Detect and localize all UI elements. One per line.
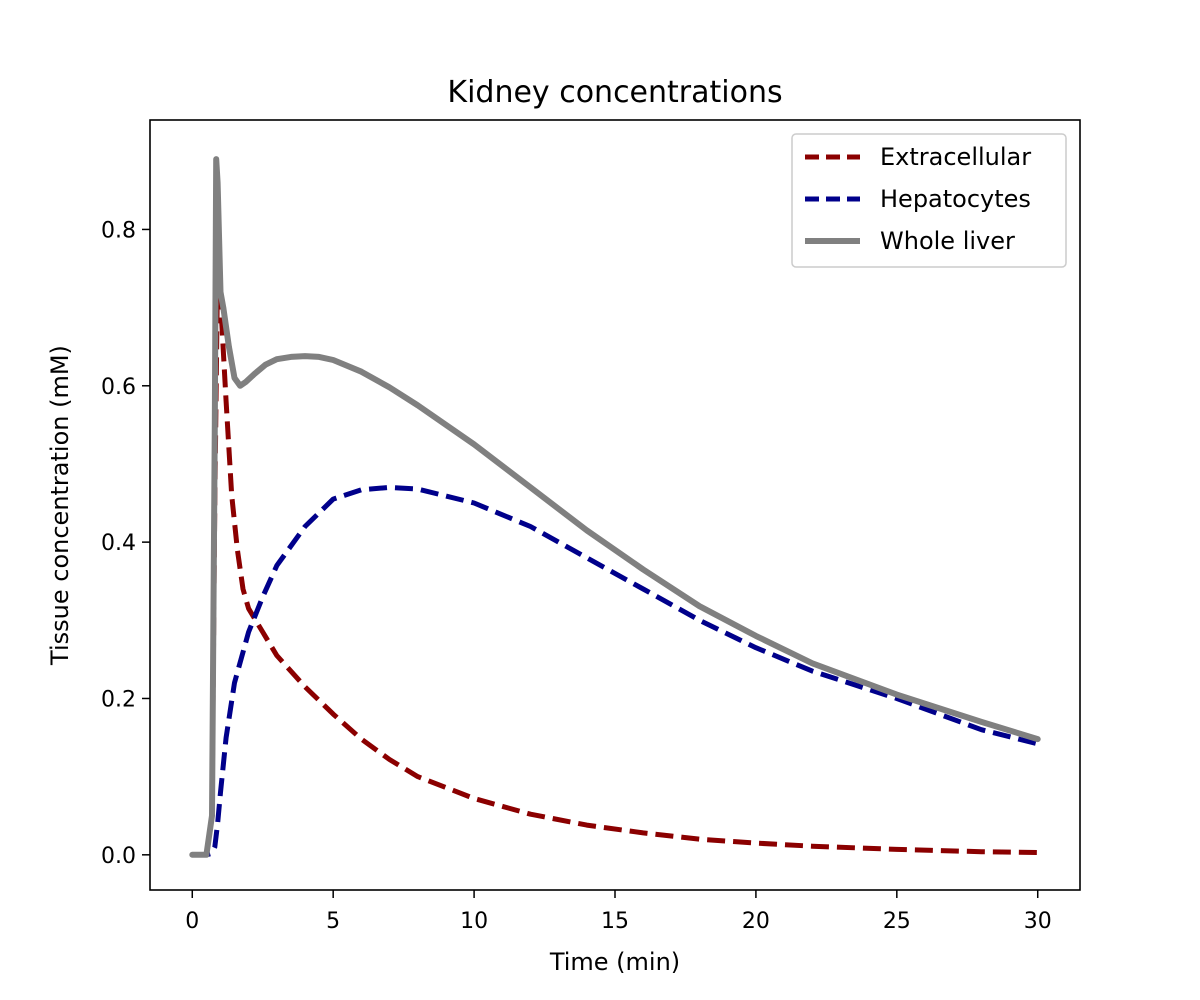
y-tick-label: 0.8 <box>101 218 136 243</box>
y-tick-label: 0.4 <box>101 531 136 556</box>
plot-frame <box>149 119 1081 891</box>
legend-label-extracellular: Extracellular <box>880 143 1031 171</box>
y-axis-label: Tissue concentration (mM) <box>46 345 74 666</box>
y-tick-label: 0.6 <box>101 375 136 400</box>
x-tick-label: 0 <box>185 909 199 934</box>
y-tick-label: 0.2 <box>101 687 136 712</box>
legend-label-hepatocytes: Hepatocytes <box>880 185 1031 213</box>
series-line-hepatocytes <box>192 484 1039 858</box>
chart-title: Kidney concentrations <box>447 75 782 110</box>
legend-label-whole-liver: Whole liver <box>880 227 1015 255</box>
x-tick-label: 25 <box>883 909 911 934</box>
x-tick-label: 5 <box>326 909 340 934</box>
y-tick-label: 0.0 <box>101 844 136 869</box>
legend-box <box>791 133 1067 268</box>
x-tick-label: 20 <box>742 909 770 934</box>
x-tick-label: 30 <box>1024 909 1052 934</box>
series-line-whole-liver <box>189 156 1041 858</box>
x-tick-label: 15 <box>601 909 629 934</box>
series-layer <box>189 156 1041 858</box>
x-axis-ticks: 0 5 10 15 20 25 30 <box>185 890 1052 934</box>
x-tick-label: 10 <box>460 909 488 934</box>
y-axis-ticks: 0.0 0.2 0.4 0.6 0.8 <box>101 218 150 869</box>
legend: Extracellular Hepatocytes Whole liver <box>791 133 1067 268</box>
x-axis-label: Time (min) <box>549 948 680 976</box>
